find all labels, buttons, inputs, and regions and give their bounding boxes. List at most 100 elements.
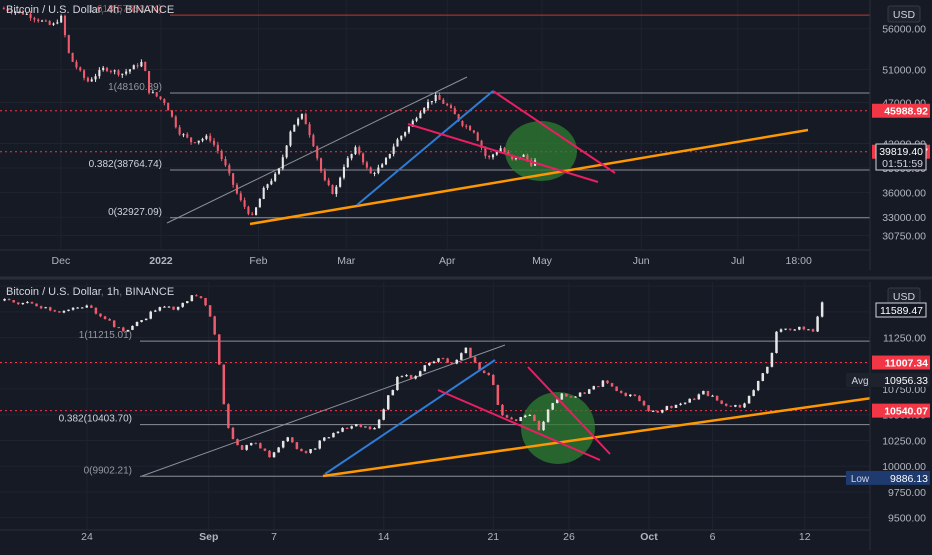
candle-body [530, 160, 533, 166]
candle-body [181, 303, 184, 307]
candle-body [154, 310, 157, 312]
candle-body [281, 157, 284, 169]
candle-body [304, 451, 308, 453]
candle-body [455, 359, 459, 364]
candle-body [117, 327, 121, 329]
candle-body [10, 11, 13, 13]
candle-body [342, 167, 346, 178]
time-tick-label: 26 [563, 531, 575, 543]
candle-body [802, 326, 806, 330]
candle-body [67, 309, 70, 311]
candle-body [335, 186, 338, 195]
candle-body [362, 153, 365, 163]
candle-body [679, 403, 682, 405]
candle-body [90, 305, 93, 308]
low-value: 9886.13 [890, 473, 928, 485]
candle-body [268, 450, 271, 458]
candle-body [482, 370, 486, 373]
candle-body [220, 150, 223, 160]
support-trendline [249, 128, 809, 226]
candle-body [350, 154, 353, 159]
exchange-1: BINANCE [125, 4, 175, 16]
candle-body [235, 184, 239, 194]
price-tick-label: 10000.00 [882, 461, 926, 473]
candle-body [478, 362, 481, 371]
candle-body [281, 441, 285, 448]
time-tick-label: 2022 [149, 255, 173, 267]
candle-body [354, 147, 357, 155]
candle-body [186, 134, 189, 138]
candle-body [729, 405, 733, 407]
time-tick-label: 12 [799, 531, 811, 543]
candle-body [578, 392, 582, 397]
candle-body [71, 52, 74, 62]
candle-body [170, 110, 174, 117]
candle-body [295, 442, 299, 449]
candle-body [747, 395, 751, 404]
time-tick-label: Apr [439, 255, 456, 267]
time-tick-label: 14 [378, 531, 390, 543]
candle-body [53, 310, 57, 312]
candle-body [551, 403, 554, 410]
candle-body [453, 108, 456, 115]
candle-body [94, 307, 98, 314]
candle-body [377, 419, 381, 429]
candle-body [266, 184, 269, 188]
candle-body [526, 154, 529, 161]
candle-body [17, 302, 20, 305]
candle-body [63, 15, 67, 36]
symbol-header-1[interactable]: Bitcoin / U.S. Dollar, 4h, BINANCE [6, 4, 175, 16]
price-tick-label: 10750.00 [882, 384, 926, 396]
candle-body [426, 102, 430, 109]
candle-body [542, 421, 545, 431]
candle-body [300, 113, 303, 119]
price-tick-label: 56000.00 [882, 24, 926, 36]
symbol-name-1: Bitcoin / U.S. Dollar [6, 4, 101, 16]
candle-body [35, 303, 38, 307]
candle-body [574, 396, 577, 398]
price-axis-bg [870, 0, 932, 270]
candle-body [109, 71, 112, 73]
candle-body [167, 306, 171, 308]
candle-body [405, 375, 408, 377]
candle-body [94, 76, 97, 80]
candle-body [798, 326, 801, 330]
candle-body [770, 352, 774, 367]
candle-body [30, 302, 34, 304]
candle-body [514, 419, 518, 422]
candle-body [720, 400, 723, 404]
time-tick-label: 24 [81, 531, 93, 543]
candle-body [209, 135, 212, 141]
fib-level-label: 1(11215.01) [79, 330, 132, 341]
candle-body [734, 405, 737, 407]
candle-body [820, 302, 824, 317]
candle-body [312, 135, 315, 147]
price-tick-label: 30750.00 [882, 231, 926, 243]
candle-body [193, 142, 196, 144]
candle-body [364, 426, 367, 428]
candle-body [396, 376, 399, 391]
candle-body [428, 363, 431, 366]
candle-body [90, 79, 93, 82]
candle-body [163, 99, 166, 103]
time-tick-label: 18:00 [786, 255, 812, 267]
candle-body [491, 154, 495, 158]
candle-body [231, 427, 235, 440]
candle-body [697, 394, 701, 400]
candle-body [58, 311, 61, 313]
price-tick-label: 10250.00 [882, 435, 926, 447]
candle-body [597, 386, 600, 388]
last-price-box [875, 302, 927, 318]
candle-body [711, 395, 714, 397]
candle-body [565, 393, 568, 397]
candle-body [587, 389, 591, 394]
candle-body [29, 13, 32, 19]
candle-body [167, 102, 170, 111]
symbol-header-2[interactable]: Bitcoin / U.S. Dollar, 1h, BINANCE [6, 286, 175, 298]
fib-level-label: 0(9902.21) [84, 465, 132, 476]
candle-body [392, 146, 395, 154]
candle-body [105, 67, 109, 72]
candle-body [316, 146, 319, 159]
